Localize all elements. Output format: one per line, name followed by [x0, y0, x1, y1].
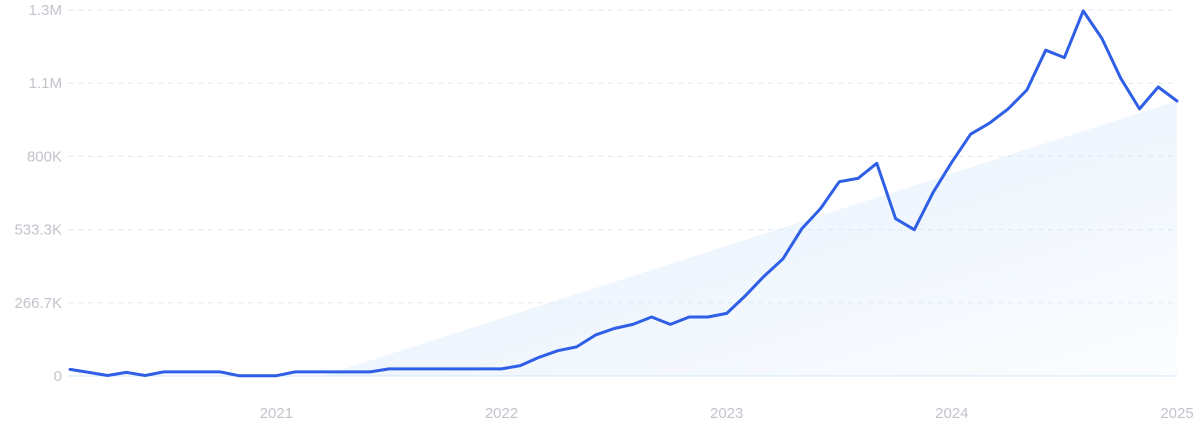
y-tick-label: 1.3M [29, 2, 62, 19]
trend-area [322, 100, 1177, 376]
x-tick-label: 2025 [1160, 405, 1193, 422]
gridlines [68, 9, 1177, 377]
x-tick-label: 2023 [710, 405, 743, 422]
y-tick-label: 266.7K [14, 295, 62, 312]
y-tick-label: 533.3K [14, 222, 62, 239]
series-line [68, 9, 1179, 378]
x-tick-label: 2022 [485, 405, 518, 422]
y-tick-label: 0 [54, 368, 62, 385]
trend-fill [322, 100, 1177, 376]
x-tick-label: 2024 [935, 405, 968, 422]
y-axis-labels: 0 266.7K 533.3K 800K 1.1M 1.3M [14, 2, 62, 385]
x-axis-labels: 2021 2022 2023 2024 2025 [260, 405, 1194, 422]
y-tick-label: 800K [27, 148, 62, 165]
x-tick-label: 2021 [260, 405, 293, 422]
y-tick-label: 1.1M [29, 75, 62, 92]
